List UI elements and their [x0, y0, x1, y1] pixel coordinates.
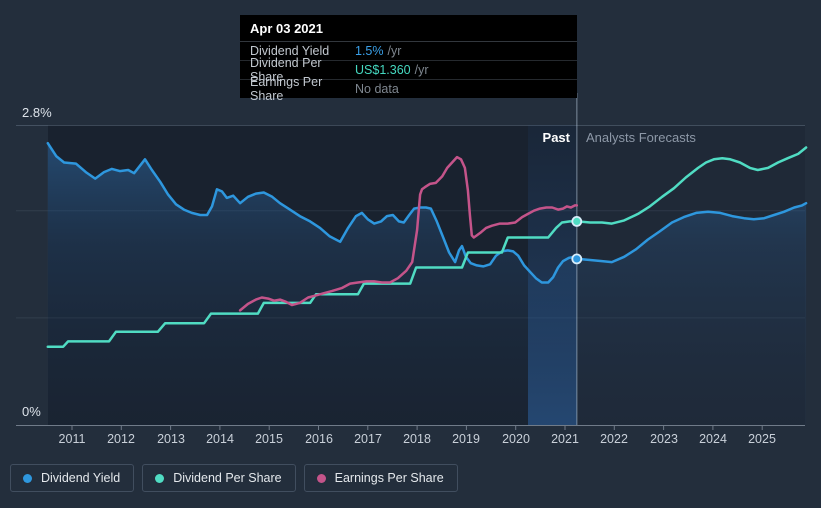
tooltip-row-earnings-per-share: Earnings Per Share No data: [240, 75, 577, 103]
x-axis-year-label: 2017: [354, 432, 382, 446]
legend-item-dividend-yield[interactable]: Dividend Yield: [10, 464, 135, 492]
x-axis-year-label: 2012: [107, 432, 135, 446]
x-axis-ticks: [71, 425, 763, 430]
x-axis-year-label: 2014: [206, 432, 234, 446]
earnings-per-share-dot-icon: [316, 473, 326, 483]
chart-tooltip: Apr 03 2021 Dividend Yield 1.5% /yr Divi…: [240, 15, 577, 103]
tooltip-value-suffix: /yr: [414, 63, 429, 77]
series-markers[interactable]: [571, 215, 583, 265]
area-fills: [47, 143, 807, 425]
forecast-zone-label: Analysts Forecasts: [586, 130, 696, 145]
tooltip-value: 1.5%: [355, 44, 384, 58]
x-axis-year-label: 2013: [157, 432, 185, 446]
tooltip-row-dividend-per-share: Dividend Per Share US$1.360 /yr: [240, 56, 577, 84]
x-axis-year-label: 2016: [305, 432, 333, 446]
y-axis-min-label: 0%: [22, 404, 41, 419]
current-value-marker: [571, 253, 583, 265]
legend-item-earnings-per-share[interactable]: Earnings Per Share: [303, 464, 458, 492]
x-axis-year-label: 2020: [502, 432, 530, 446]
x-axis-year-label: 2019: [452, 432, 480, 446]
x-axis-year-label: 2018: [403, 432, 431, 446]
tooltip-label: Earnings Per Share: [250, 75, 323, 103]
current-value-marker: [571, 215, 583, 227]
tooltip-value: US$1.360: [355, 63, 411, 77]
legend-label: Dividend Yield: [41, 471, 121, 485]
series-lines: [46, 141, 808, 349]
x-axis-year-label: 2015: [255, 432, 283, 446]
legend-item-dividend-per-share[interactable]: Dividend Per Share: [142, 464, 296, 492]
x-axis-year-label: 2024: [699, 432, 727, 446]
dividend-per-share-dot-icon: [155, 473, 165, 483]
tooltip-value: No data: [355, 82, 399, 96]
chart-legend: Dividend Yield Dividend Per Share Earnin…: [10, 464, 458, 492]
past-zone-label: Past: [542, 130, 570, 145]
past-year-highlight-band: [528, 125, 577, 425]
tooltip-row-dividend-yield: Dividend Yield 1.5% /yr: [240, 42, 577, 61]
tooltip-value-suffix: /yr: [387, 44, 402, 58]
dividend-yield-dot-icon: [23, 473, 32, 483]
tooltip-date: Apr 03 2021: [240, 15, 577, 42]
x-axis-year-label: 2011: [58, 432, 86, 446]
x-axis-year-label: 2021: [551, 432, 579, 446]
y-axis-max-label: 2.8%: [22, 105, 52, 120]
x-axis-year-label: 2025: [748, 432, 776, 446]
legend-label: Earnings Per Share: [334, 471, 444, 485]
legend-label: Dividend Per Share: [173, 471, 282, 485]
x-axis-year-label: 2022: [600, 432, 628, 446]
tooltip-label: Dividend Per Share: [250, 56, 322, 84]
x-axis-year-label: 2023: [650, 432, 678, 446]
dividend-chart-canvas[interactable]: [0, 0, 821, 454]
tooltip-label: Dividend Yield: [250, 44, 330, 58]
